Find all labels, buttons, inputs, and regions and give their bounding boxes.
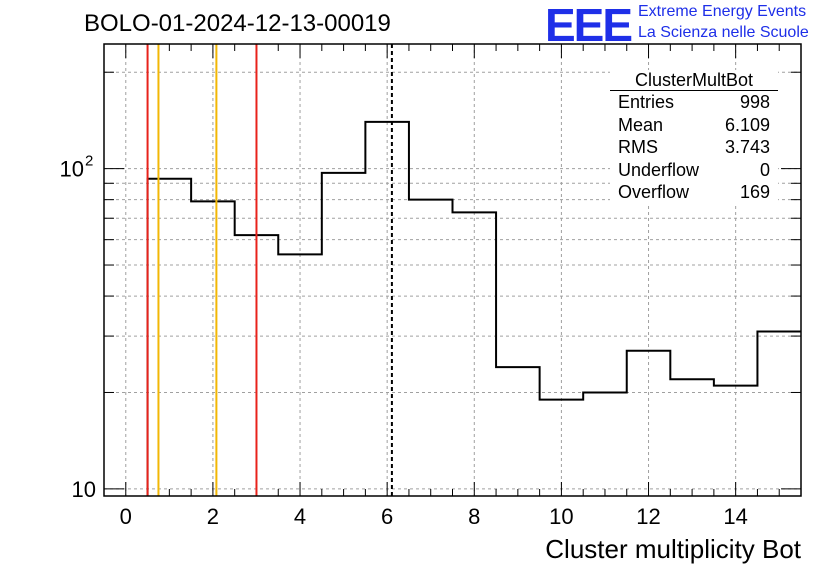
- stats-rows: Entries 998 Mean 6.109 RMS 3.743 Underflow 0 Ove…: [610, 91, 778, 204]
- y-tick-exponent: 2: [85, 153, 93, 170]
- eee-logo: EEE: [545, 0, 633, 51]
- stats-value: 0: [759, 159, 770, 180]
- stats-row: Mean 6.109: [610, 114, 778, 137]
- stats-row: Overflow 169: [610, 181, 778, 204]
- x-tick-label: 14: [723, 504, 747, 529]
- stats-label: RMS: [618, 137, 658, 157]
- histogram-series: [146, 120, 801, 496]
- stats-row: Underflow 0: [610, 159, 778, 182]
- stats-label: Entries: [618, 92, 675, 112]
- stats-value: 169: [739, 182, 770, 202]
- stats-label: Mean: [618, 114, 664, 135]
- chart-title: BOLO-01-2024-12-13-00019: [84, 10, 391, 37]
- y-tick-label: 10: [72, 477, 96, 502]
- stats-box: ClusterMultBot Entries 998 Mean 6.109 RMS 3.7…: [610, 70, 778, 204]
- stats-label: Overflow: [618, 182, 690, 202]
- x-tick-label: 4: [294, 504, 306, 529]
- x-tick-label: 8: [468, 504, 480, 529]
- stats-label: Underflow: [618, 159, 700, 180]
- x-tick-label: 6: [381, 504, 393, 529]
- logo-subtitle-line2: La Scienza nelle Scuole: [638, 24, 809, 41]
- axis-ticks: [103, 44, 802, 496]
- stats-row: Entries 998: [610, 91, 778, 114]
- x-axis-label: Cluster multiplicity Bot: [545, 534, 802, 564]
- logo-subtitle-line1: Extreme Energy Events: [638, 3, 807, 20]
- x-tick-label: 10: [549, 504, 573, 529]
- plot-frame: [103, 43, 802, 497]
- stats-value: 3.743: [724, 137, 770, 157]
- y-tick-label: 10: [60, 157, 84, 182]
- stats-value: 998: [739, 92, 770, 112]
- stats-title: ClusterMultBot: [610, 70, 778, 91]
- stats-value: 6.109: [724, 114, 770, 135]
- histogram-step-line: [146, 120, 801, 496]
- x-tick-label: 12: [636, 504, 660, 529]
- x-tick-label: 0: [120, 504, 132, 529]
- x-tick-label: 2: [207, 504, 219, 529]
- stats-row: RMS 3.743: [610, 136, 778, 159]
- marker-lines: [146, 44, 393, 496]
